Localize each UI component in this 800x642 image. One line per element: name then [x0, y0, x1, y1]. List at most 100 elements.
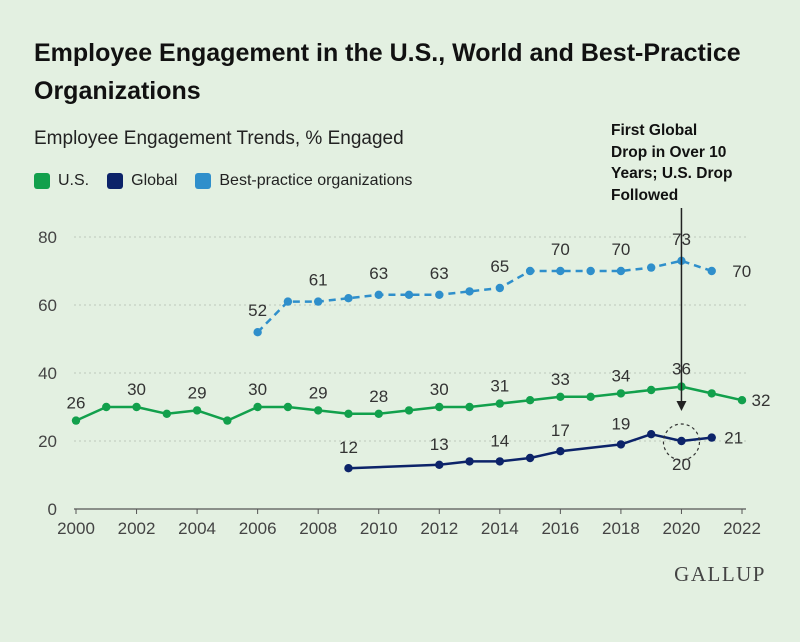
us-point [465, 402, 474, 412]
annotation-line: Drop in Over 10 [611, 143, 727, 161]
x-tick-label: 2010 [360, 519, 398, 538]
best-practice-point [525, 266, 535, 276]
us-point [374, 409, 383, 418]
us-data-label: 30 [430, 380, 449, 399]
global-point [677, 436, 686, 446]
y-tick-label: 20 [38, 432, 57, 451]
us-point [313, 406, 323, 415]
global-data-label: 14 [490, 431, 509, 450]
us-point [495, 399, 505, 408]
us-point [737, 396, 747, 405]
best-practice-data-label: 70 [732, 262, 751, 281]
global-point [646, 430, 656, 439]
legend-item-us: U.S. [34, 172, 89, 190]
legend: U.S. Global Best-practice organizations [34, 172, 430, 190]
global-point [465, 457, 474, 466]
best-practice-point [646, 263, 656, 272]
us-point [586, 392, 595, 401]
x-tick-label: 2016 [541, 519, 579, 538]
us-data-label: 30 [248, 380, 267, 399]
global-point [556, 447, 565, 456]
global-line [348, 432, 712, 470]
us-point [283, 402, 293, 412]
x-tick-label: 2000 [57, 519, 95, 538]
legend-label-best: Best-practice organizations [219, 172, 413, 189]
x-tick-label: 2014 [481, 519, 519, 538]
global-data-label: 17 [551, 421, 570, 440]
y-tick-label: 40 [38, 364, 57, 383]
us-data-label: 32 [752, 391, 771, 410]
global-point [525, 453, 535, 463]
best-practice-point [313, 297, 323, 306]
y-tick-label: 80 [38, 228, 57, 247]
legend-label-global: Global [131, 172, 178, 189]
best-practice-point [465, 287, 474, 296]
x-tick-label: 2008 [299, 519, 337, 538]
chart-subtitle: Employee Engagement Trends, % Engaged [34, 128, 404, 149]
x-tick-label: 2018 [602, 519, 640, 538]
us-point [556, 392, 565, 401]
us-data-label: 34 [611, 366, 630, 385]
us-point [162, 409, 172, 418]
best-practice-point [707, 266, 716, 276]
global-data-label: 12 [339, 438, 358, 457]
annotation-line: Followed [611, 186, 679, 204]
global-point [435, 460, 444, 469]
best-practice-point [283, 297, 293, 306]
legend-item-best: Best-practice organizations [195, 172, 412, 190]
us-data-label: 29 [309, 383, 328, 402]
us-data-label: 29 [188, 383, 207, 402]
us-point [71, 416, 81, 425]
best-practice-data-label: 70 [551, 240, 570, 259]
best-practice-point [616, 266, 626, 276]
us-data-label: 28 [369, 387, 388, 406]
us-point [404, 406, 414, 415]
best-practice-point [344, 294, 353, 303]
x-tick-label: 2004 [178, 519, 216, 538]
us-data-label: 33 [551, 370, 570, 389]
us-point [253, 402, 262, 412]
us-point [344, 409, 353, 418]
x-tick-label: 2020 [663, 519, 701, 538]
best-practice-data-label: 52 [248, 301, 267, 320]
best-practice-data-label: 63 [369, 264, 388, 283]
best-practice-point [435, 290, 444, 299]
us-data-label: 31 [490, 377, 509, 396]
x-tick-label: 2006 [239, 519, 277, 538]
x-tick-label: 2022 [723, 519, 761, 538]
annotation-circle [662, 423, 701, 461]
global-data-label: 21 [724, 429, 743, 448]
us-point [132, 402, 141, 412]
best-practice-point [586, 266, 595, 276]
global-point [707, 433, 716, 442]
us-point [435, 402, 444, 412]
global-data-label: 20 [672, 455, 691, 474]
legend-swatch-global [107, 173, 124, 189]
us-point [102, 402, 111, 412]
best-practice-point [556, 266, 565, 276]
annotation-text: First Global Drop in Over 10 Years; U.S.… [611, 120, 771, 206]
annotation-line: First Global [611, 122, 698, 139]
y-tick-label: 0 [48, 500, 57, 519]
global-data-label: 19 [611, 414, 630, 433]
best-practice-point [404, 290, 414, 299]
best-practice-line [256, 259, 713, 334]
best-practice-data-label: 65 [490, 257, 509, 276]
us-point [616, 389, 626, 398]
global-point [616, 440, 626, 449]
us-data-label: 26 [67, 394, 86, 413]
legend-item-global: Global [107, 172, 177, 190]
us-data-label: 30 [127, 380, 146, 399]
legend-label-us: U.S. [58, 172, 90, 189]
best-practice-point [495, 283, 505, 293]
us-point [192, 406, 202, 415]
best-practice-data-label: 70 [611, 240, 630, 259]
annotation-arrow-head [676, 401, 687, 411]
annotation-line: Years; U.S. Drop [611, 165, 733, 182]
best-practice-data-label: 61 [309, 271, 328, 290]
x-tick-label: 2012 [420, 519, 458, 538]
us-point [223, 416, 232, 425]
us-point [525, 396, 535, 405]
us-point [707, 389, 716, 398]
